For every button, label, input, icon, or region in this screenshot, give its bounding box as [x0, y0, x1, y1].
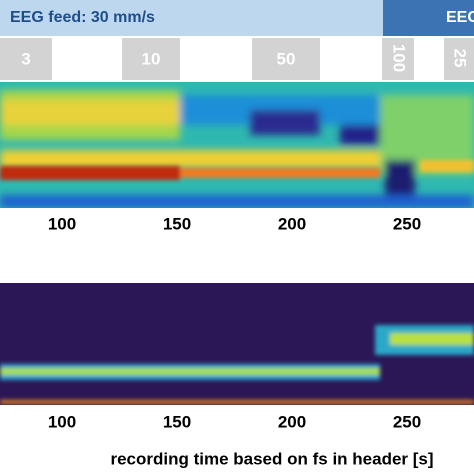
- x-tick-label: 150: [163, 214, 191, 233]
- tab-cell: [414, 38, 444, 80]
- tab-label: 100: [390, 44, 409, 72]
- tab-cell: [122, 38, 180, 80]
- tab-cell: [252, 38, 320, 80]
- tab-cell: [320, 38, 382, 80]
- upper-axis: 100 150 200 250: [48, 214, 421, 233]
- header-bar-dark: [383, 0, 474, 36]
- spectrogram-lower: [0, 283, 474, 405]
- heat-band: [0, 325, 474, 404]
- x-tick-label: 250: [393, 214, 421, 233]
- x-tick-label: 100: [48, 214, 76, 233]
- tab-label: 50: [421, 49, 440, 68]
- tab-label: 10: [142, 49, 161, 68]
- tab-cell: [52, 38, 122, 80]
- x-tick-label: 100: [48, 412, 76, 431]
- tab-label: 50: [277, 49, 296, 68]
- tab-cell: [0, 38, 52, 80]
- tab-cell: [180, 38, 252, 80]
- tab-row: 3 5 10 25 50 100 100 50 25: [0, 38, 474, 80]
- header-right-title: EEG: [446, 9, 474, 26]
- lower-axis: 100 150 200 250: [48, 412, 421, 431]
- tab-cell: [444, 38, 474, 80]
- x-tick-label: 200: [278, 214, 306, 233]
- x-axis-label: recording time based on fs in header [s]: [110, 449, 433, 468]
- spectrogram-upper: [0, 82, 474, 208]
- heat-texture: [0, 90, 474, 208]
- tab-label: 3: [21, 49, 30, 68]
- tab-label: 25: [451, 49, 470, 68]
- tab-cell: [382, 38, 414, 80]
- tab-label: 25: [207, 49, 226, 68]
- x-tick-label: 250: [393, 412, 421, 431]
- tab-label: 100: [337, 49, 365, 68]
- header-bar: [0, 0, 383, 36]
- x-tick-label: 200: [278, 412, 306, 431]
- tab-label: 5: [82, 49, 91, 68]
- heat-band: [0, 160, 474, 180]
- header-title: EEG feed: 30 mm/s: [10, 9, 155, 26]
- x-tick-label: 150: [163, 412, 191, 431]
